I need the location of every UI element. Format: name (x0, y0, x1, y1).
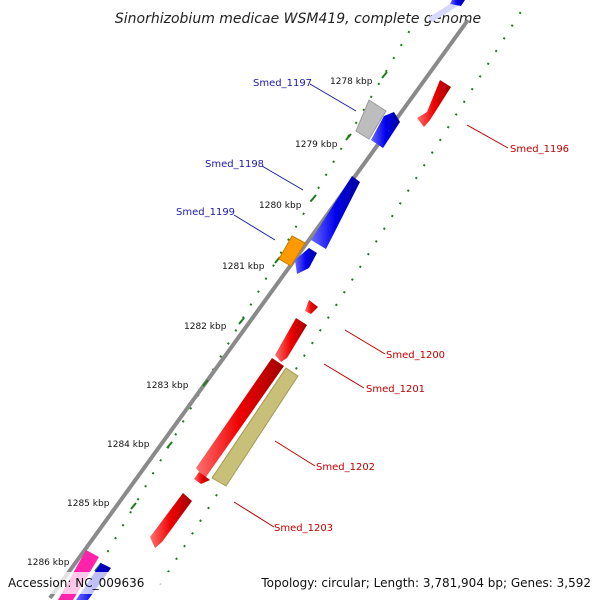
tick-labels: 1278 kbp 1279 kbp 1280 kbp 1281 kbp 1282… (27, 77, 373, 568)
inner-dotted-guide-line (159, 9, 523, 586)
gene-smed-1203[interactable] (150, 493, 192, 548)
outer-dotted-guide-line (99, 29, 411, 566)
label-smed-1196: Smed_1196 (510, 144, 569, 155)
accession-text: Accession: NC_009636 (8, 576, 144, 590)
tick-label: 1283 kbp (146, 381, 189, 391)
gene-red-small-1284[interactable] (194, 472, 210, 484)
tick-label: 1278 kbp (330, 77, 373, 87)
gene-smed-1200[interactable] (305, 300, 318, 314)
leader-smed-1196 (466, 124, 509, 149)
map-title: Sinorhizobium medicae WSM419, complete g… (115, 11, 481, 27)
leader-smed-1198 (261, 165, 304, 191)
leader-smed-1197 (309, 83, 357, 112)
label-smed-1201: Smed_1201 (366, 384, 425, 395)
genome-backbone (48, 18, 470, 600)
label-smed-1198: Smed_1198 (205, 159, 264, 170)
gene-smed-1198[interactable] (311, 176, 360, 249)
tick-label: 1282 kbp (184, 322, 227, 332)
leader-smed-1201 (323, 363, 365, 389)
gene-smed-1201[interactable] (275, 318, 307, 362)
tick-mark (310, 194, 317, 202)
label-smed-1203: Smed_1203 (274, 523, 333, 534)
tick-mark (238, 317, 245, 325)
gene-smed-1202-olive[interactable] (211, 367, 299, 487)
tick-mark (130, 502, 137, 510)
tick-label: 1279 kbp (295, 140, 338, 150)
tick-label: 1285 kbp (67, 499, 110, 509)
tick-mark (381, 71, 388, 79)
gene-smed-1197-gray[interactable] (355, 99, 387, 140)
tick-label: 1286 kbp (27, 558, 70, 568)
tick-label: 1280 kbp (259, 201, 302, 211)
label-smed-1202: Smed_1202 (316, 462, 375, 473)
leader-smed-1202 (274, 440, 316, 467)
tick-mark (166, 441, 173, 449)
tick-label: 1281 kbp (222, 262, 265, 272)
label-smed-1197: Smed_1197 (253, 78, 312, 89)
gene-smed-1202-red[interactable] (196, 358, 284, 479)
leader-smed-1203 (233, 501, 275, 528)
footer-bg (0, 572, 600, 594)
leader-smed-1199 (233, 214, 276, 241)
gene-blue-1281[interactable] (295, 248, 317, 274)
gene-smed-1196[interactable] (417, 80, 451, 127)
label-smed-1200: Smed_1200 (386, 350, 445, 361)
gene-smed-1199[interactable] (278, 235, 306, 267)
tick-mark (202, 379, 209, 387)
leader-smed-1200 (344, 329, 386, 355)
tick-label: 1284 kbp (107, 440, 150, 450)
tick-marks (94, 71, 388, 572)
label-smed-1199: Smed_1199 (176, 207, 235, 218)
gene-top-blue[interactable] (450, 0, 465, 6)
genome-summary-text: Topology: circular; Length: 3,781,904 bp… (260, 576, 591, 590)
gene-smed-1197[interactable] (371, 112, 400, 148)
tick-mark (345, 133, 352, 141)
